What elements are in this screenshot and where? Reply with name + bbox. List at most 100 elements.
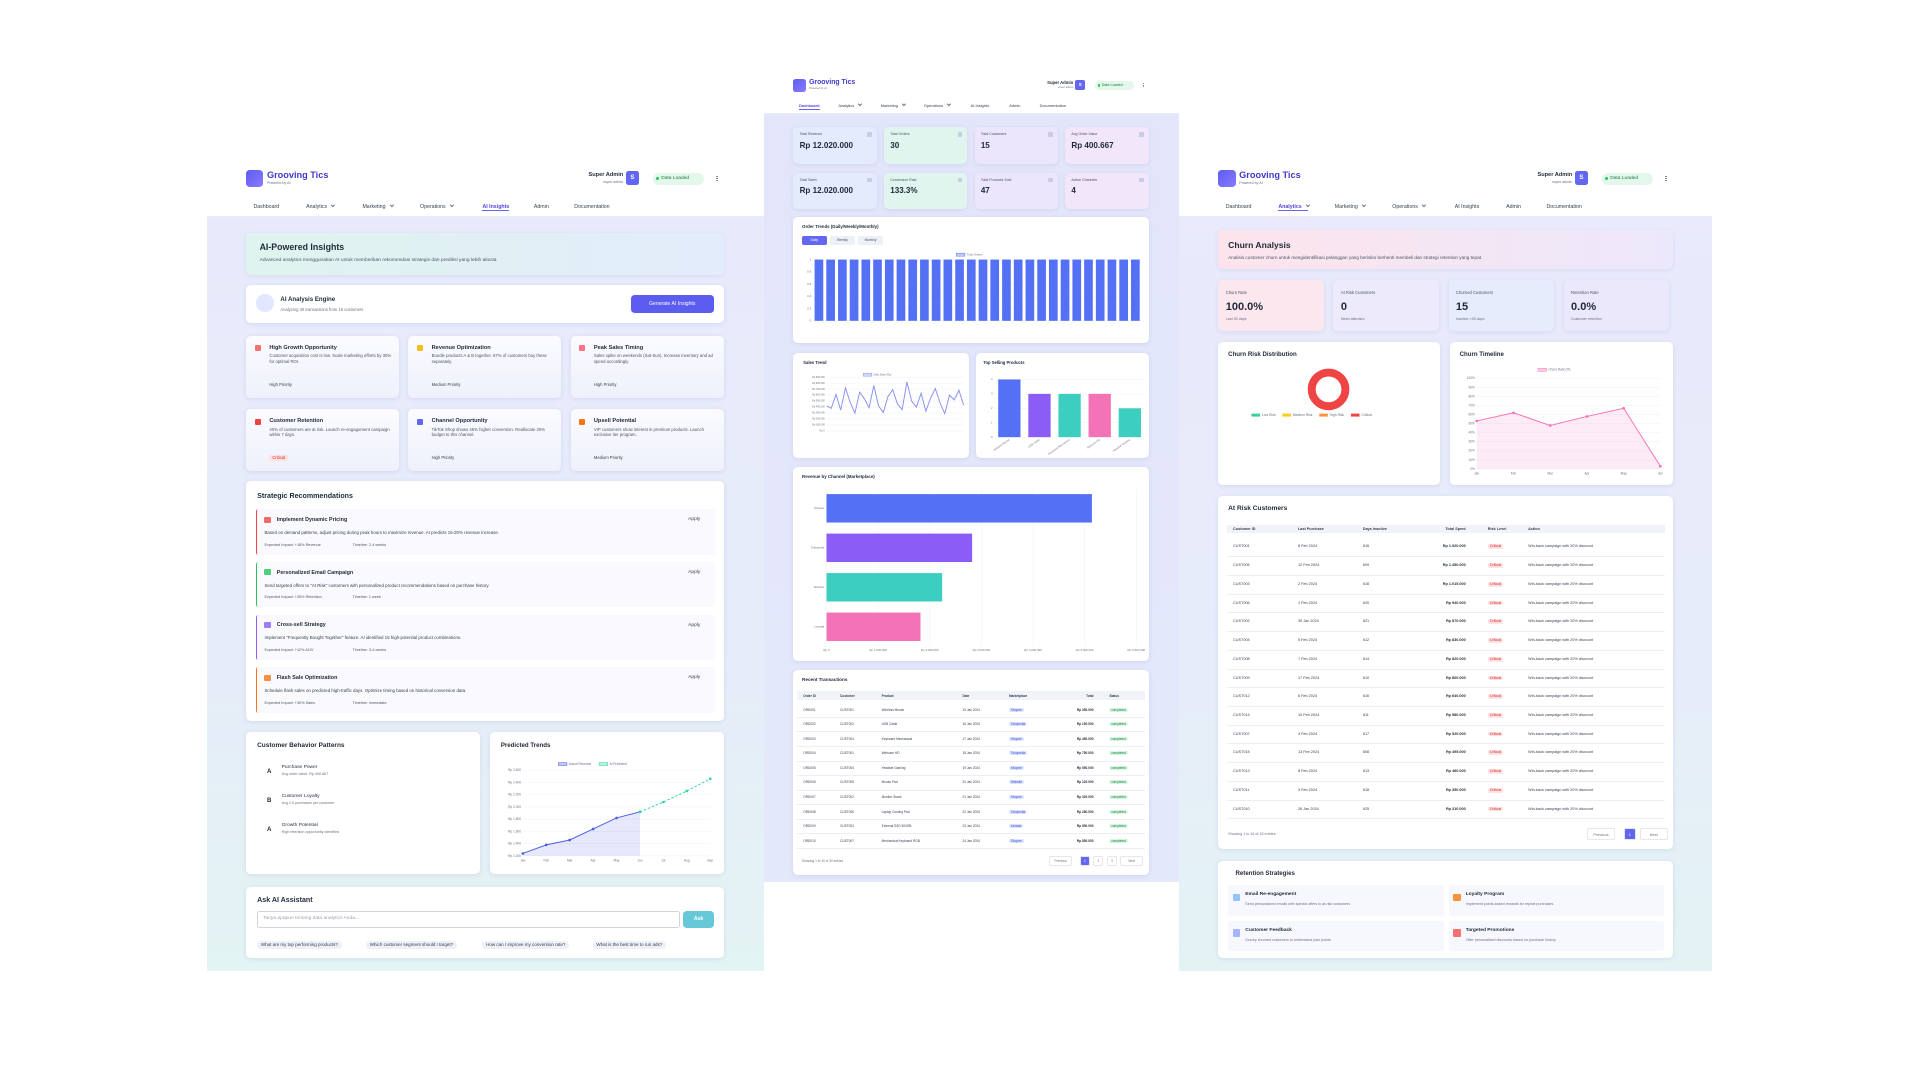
nav-item[interactable]: Documentation — [1039, 103, 1067, 109]
table-cell: completed — [1109, 795, 1128, 800]
behavior-title: Purchase Power — [281, 764, 318, 770]
nav-item[interactable]: Analytics — [306, 204, 333, 211]
avatar[interactable]: S — [625, 171, 640, 185]
pagination-button[interactable]: 1 — [1080, 855, 1090, 866]
avatar[interactable]: S — [1075, 79, 1086, 90]
nav-item[interactable]: Dashboard — [1225, 203, 1252, 210]
stat-card — [1218, 280, 1324, 331]
table-cell: ORD009 — [803, 824, 816, 829]
timeline: Timeline: 1 week — [352, 595, 381, 600]
stat-card — [1448, 280, 1554, 331]
table-cell: Mechanical Keyboard RGB — [881, 838, 920, 843]
toggle-button[interactable]: Daily — [802, 236, 827, 245]
table-cell: ORD008 — [803, 809, 816, 814]
table-cell: 17 Jan 2024 — [962, 736, 980, 741]
apply-button[interactable]: Apply — [688, 675, 701, 681]
recommendation-icon — [264, 622, 271, 629]
nav-item[interactable]: Marketing — [1335, 204, 1364, 211]
pagination-button[interactable]: Previous — [1586, 827, 1616, 840]
nav-item[interactable]: Marketing — [881, 103, 904, 109]
brand-name: Grooving Tics — [809, 78, 856, 86]
insight-icon — [416, 345, 424, 352]
engine-text: Analyzing 30 transactions from 15 custom… — [280, 307, 364, 313]
toggle-button[interactable]: Weekly — [830, 236, 855, 245]
stat-card — [793, 127, 877, 165]
nav-item[interactable]: Admin — [1506, 203, 1521, 210]
stat-label: Churned Customers — [1455, 290, 1494, 296]
table-cell: Win-back campaign with 20% discount — [1528, 619, 1593, 624]
chart-title: Revenue by Channel (Marketplace) — [802, 473, 875, 479]
menu-dot — [1665, 180, 1667, 182]
ask-button[interactable]: Ask — [683, 911, 714, 929]
nav-item[interactable]: Analytics — [1278, 204, 1308, 212]
table-header-row — [797, 691, 1145, 700]
nav-item[interactable]: Marketing — [362, 204, 391, 211]
nav-item[interactable]: Documentation — [574, 203, 610, 210]
nav-item[interactable]: Documentation — [1546, 203, 1582, 210]
table-cell: 10 Feb 2024 — [1297, 712, 1320, 717]
churn-risk-card — [1218, 341, 1440, 485]
table-cell: Rp 850.000 — [1076, 838, 1094, 843]
nav-item[interactable]: Operations — [420, 204, 452, 211]
nav-item[interactable]: Operations — [1392, 204, 1424, 211]
menu-dot — [1665, 177, 1667, 180]
nav-item[interactable]: Admin — [533, 203, 549, 210]
nav-item[interactable]: AI Insights — [482, 203, 510, 212]
churn-hero — [1218, 230, 1673, 270]
user-name: Super Admin — [1047, 80, 1074, 86]
suggestion-chip[interactable]: How can I improve my conversion rate? — [482, 940, 570, 950]
pagination-button[interactable]: 2 — [1093, 855, 1104, 866]
section-title: At Risk Customers — [1228, 505, 1288, 513]
generate-button[interactable]: Generate AI Insights — [630, 295, 714, 314]
table-cell: Rp 800.000 — [1445, 675, 1466, 680]
nav-item[interactable]: AI Insights — [1454, 203, 1480, 210]
strategy-text: Implement points-based rewards for repea… — [1465, 902, 1554, 906]
insight-title: Channel Opportunity — [431, 418, 488, 425]
apply-button[interactable]: Apply — [688, 570, 701, 576]
pagination-button[interactable]: Next — [1120, 855, 1143, 866]
toggle-button[interactable]: Monthly — [858, 236, 883, 245]
suggestion-chip[interactable]: What is the best time to run ads? — [592, 940, 666, 950]
recommendation-item — [255, 509, 716, 555]
table-cell: Rp 350.000 — [1445, 787, 1466, 792]
header-bar — [764, 73, 1180, 114]
table-cell: Rp 280.000 — [1076, 809, 1094, 814]
question-input[interactable]: Tanya apapun tentang data analytics Anda… — [257, 911, 680, 929]
strategy-icon — [1233, 929, 1241, 937]
recommendation-text: Based on demand patterns, adjust pricing… — [264, 529, 500, 535]
table-cell: Shopee — [1008, 838, 1024, 843]
recommendation-text: Send targeted offers to "At Risk" custom… — [264, 582, 490, 588]
nav-item[interactable]: Admin — [1009, 103, 1021, 109]
menu-dot — [716, 177, 718, 180]
predicted-card — [489, 732, 724, 875]
suggestion-chip[interactable]: Which customer segment should I target? — [366, 940, 457, 950]
table-cell: 6 Feb 2024 — [1297, 694, 1318, 699]
insight-card — [408, 408, 562, 472]
stat-sub: Customer retention — [1571, 317, 1603, 322]
insight-title: Peak Sales Timing — [593, 344, 644, 351]
table-cell: Rp 320.000 — [1076, 795, 1094, 800]
pagination-button[interactable]: Next — [1639, 827, 1668, 840]
table-cell: CUST003 — [1233, 581, 1250, 586]
strategy-item — [1228, 920, 1444, 952]
nav-item[interactable]: AI Insights — [970, 103, 990, 109]
table-cell: 22 Jan 2024 — [962, 809, 980, 814]
pagination-button[interactable]: 3 — [1106, 855, 1117, 866]
nav-item[interactable]: Analytics — [838, 103, 860, 109]
pagination-button[interactable]: Previous — [1049, 855, 1072, 866]
nav-item[interactable]: Dashboard — [798, 103, 820, 111]
nav-item[interactable]: Operations — [924, 103, 949, 109]
table-cell: Critical — [1487, 581, 1503, 587]
table-cell: completed — [1109, 707, 1128, 712]
table-cell: Rp 1.015.000 — [1442, 581, 1466, 586]
suggestion-chip[interactable]: What are my top performing products? — [257, 940, 342, 950]
apply-button[interactable]: Apply — [688, 622, 701, 628]
pagination-button[interactable]: 1 — [1623, 827, 1636, 840]
brand-tagline: Powered by AI — [1239, 181, 1263, 186]
table-cell: Critical — [1487, 769, 1503, 774]
nav-item[interactable]: Dashboard — [253, 203, 280, 210]
apply-button[interactable]: Apply — [688, 517, 701, 523]
priority-tag: Critical — [269, 455, 289, 461]
avatar[interactable]: S — [1574, 171, 1589, 185]
table-cell: Rp 830.000 — [1445, 638, 1466, 643]
